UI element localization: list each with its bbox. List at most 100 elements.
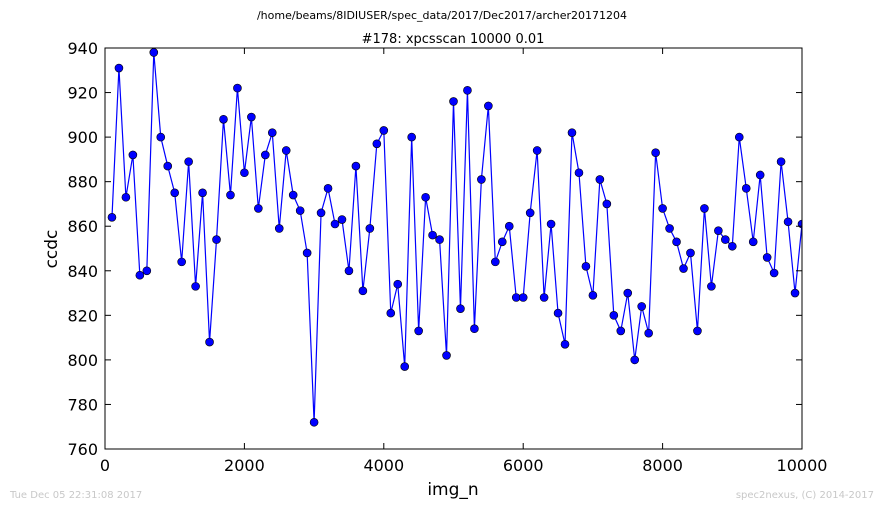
y-tick-label: 920 (67, 84, 98, 103)
data-point (135, 270, 145, 280)
footer-timestamp: Tue Dec 05 22:31:08 2017 (9, 490, 142, 501)
data-point (755, 170, 765, 180)
x-tick-label: 8000 (642, 456, 683, 475)
y-tick-label: 760 (67, 440, 98, 459)
data-point (205, 337, 214, 347)
data-point (623, 288, 633, 298)
data-point (330, 219, 340, 229)
data-point (553, 308, 563, 318)
x-tick-label: 4000 (363, 456, 404, 475)
data-point (602, 199, 612, 209)
data-point (748, 237, 758, 247)
data-point (177, 257, 186, 267)
data-point (470, 324, 479, 334)
y-tick-label: 800 (67, 351, 98, 370)
chart-title: #178: xpcsscan 10000 0.01 (362, 32, 545, 47)
y-tick-label: 780 (67, 395, 98, 414)
data-point (344, 266, 354, 276)
data-point (686, 248, 695, 258)
data-point (149, 48, 159, 57)
x-tick-label: 10000 (777, 456, 828, 475)
data-point (274, 224, 284, 233)
data-point (288, 190, 298, 200)
data-point (707, 282, 716, 291)
data-point (762, 253, 772, 262)
data-point (393, 279, 403, 289)
data-point (128, 150, 138, 160)
data-point (240, 168, 249, 178)
data-point (574, 168, 584, 178)
data-point (456, 304, 465, 313)
data-point (184, 157, 193, 166)
data-point (302, 248, 312, 258)
data-point (407, 132, 416, 142)
data-point (107, 213, 117, 222)
data-point (358, 286, 368, 296)
data-point (595, 175, 605, 184)
axis-ticks: 0 2000 4000 6000 8000 10000 760 780 800 820 840 860… (67, 39, 827, 475)
data-point (254, 204, 263, 213)
data-point (198, 188, 207, 198)
data-point (518, 293, 528, 302)
data-point (114, 63, 124, 73)
y-tick-label: 860 (67, 217, 98, 236)
data-point (351, 161, 361, 171)
data-point (365, 224, 375, 233)
data-point (121, 192, 131, 202)
data-point (386, 308, 396, 318)
data-point (714, 226, 723, 235)
data-point (247, 112, 256, 122)
data-point (532, 146, 542, 155)
data-point (637, 302, 646, 311)
data-point (400, 362, 410, 371)
data-point (783, 217, 793, 227)
data-point (616, 326, 626, 336)
series-line (111, 52, 802, 423)
x-tick-label: 2000 (224, 456, 265, 475)
data-point (665, 224, 674, 233)
data-point (170, 188, 179, 198)
data-point (281, 146, 291, 155)
y-axis-label: ccdc (42, 230, 62, 269)
data-point (721, 235, 730, 244)
data-point (497, 237, 507, 247)
data-point (449, 97, 458, 106)
data-point (212, 235, 221, 244)
y-tick-label: 940 (67, 39, 98, 58)
data-point (337, 215, 347, 224)
data-point (163, 161, 173, 171)
plot-area (104, 47, 803, 450)
data-point (226, 190, 235, 200)
data-point (504, 221, 514, 231)
data-point (442, 351, 451, 360)
x-tick-label: 6000 (503, 456, 544, 475)
data-point (267, 128, 277, 137)
data-point (525, 208, 535, 218)
data-point (372, 139, 382, 149)
data-point (428, 230, 437, 240)
data-point (309, 417, 319, 427)
data-point (672, 237, 681, 247)
data-point (588, 290, 598, 300)
data-point (693, 326, 702, 336)
data-point (414, 326, 423, 336)
data-point (734, 132, 744, 142)
data-point (295, 206, 305, 215)
data-point (546, 219, 556, 229)
y-tick-label: 880 (67, 173, 98, 192)
data-point (560, 339, 570, 349)
plot-frame (104, 47, 803, 450)
data-point (679, 264, 688, 273)
data-point (658, 204, 667, 213)
y-tick-label: 900 (67, 128, 98, 147)
data-point (156, 132, 166, 142)
data-point (477, 175, 486, 184)
footer-credit: spec2nexus, (C) 2014-2017 (736, 490, 874, 501)
data-point (484, 101, 493, 111)
data-point (233, 83, 242, 93)
data-point (700, 204, 709, 213)
data-point (142, 266, 152, 276)
x-axis-label: img_n (427, 480, 478, 500)
data-point (379, 126, 389, 135)
data-point (741, 184, 751, 193)
